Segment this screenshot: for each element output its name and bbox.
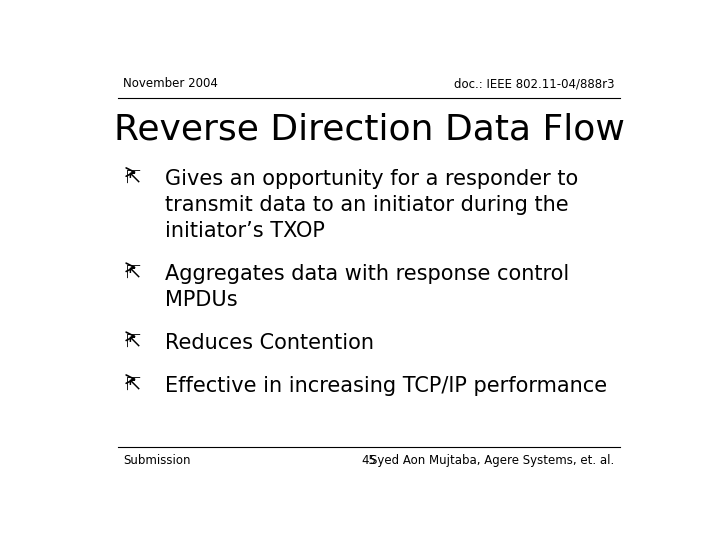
Text: ⇱: ⇱ — [126, 168, 141, 187]
Text: initiator’s TXOP: initiator’s TXOP — [166, 221, 325, 241]
Text: ⇱: ⇱ — [126, 376, 141, 394]
Text: November 2004: November 2004 — [124, 77, 218, 90]
Text: ⇱: ⇱ — [126, 333, 141, 351]
Text: transmit data to an initiator during the: transmit data to an initiator during the — [166, 195, 569, 215]
Text: Submission: Submission — [124, 454, 191, 467]
Text: ⇱: ⇱ — [126, 264, 141, 282]
Text: Reduces Contention: Reduces Contention — [166, 333, 374, 353]
Text: Aggregates data with response control: Aggregates data with response control — [166, 264, 570, 284]
Text: Effective in increasing TCP/IP performance: Effective in increasing TCP/IP performan… — [166, 376, 608, 396]
Text: 45: 45 — [361, 454, 377, 467]
Text: doc.: IEEE 802.11-04/888r3: doc.: IEEE 802.11-04/888r3 — [454, 77, 615, 90]
Text: Syed Aon Mujtaba, Agere Systems, et. al.: Syed Aon Mujtaba, Agere Systems, et. al. — [370, 454, 615, 467]
Text: Gives an opportunity for a responder to: Gives an opportunity for a responder to — [166, 168, 579, 189]
Text: MPDUs: MPDUs — [166, 290, 238, 310]
Text: Reverse Direction Data Flow: Reverse Direction Data Flow — [114, 112, 624, 146]
